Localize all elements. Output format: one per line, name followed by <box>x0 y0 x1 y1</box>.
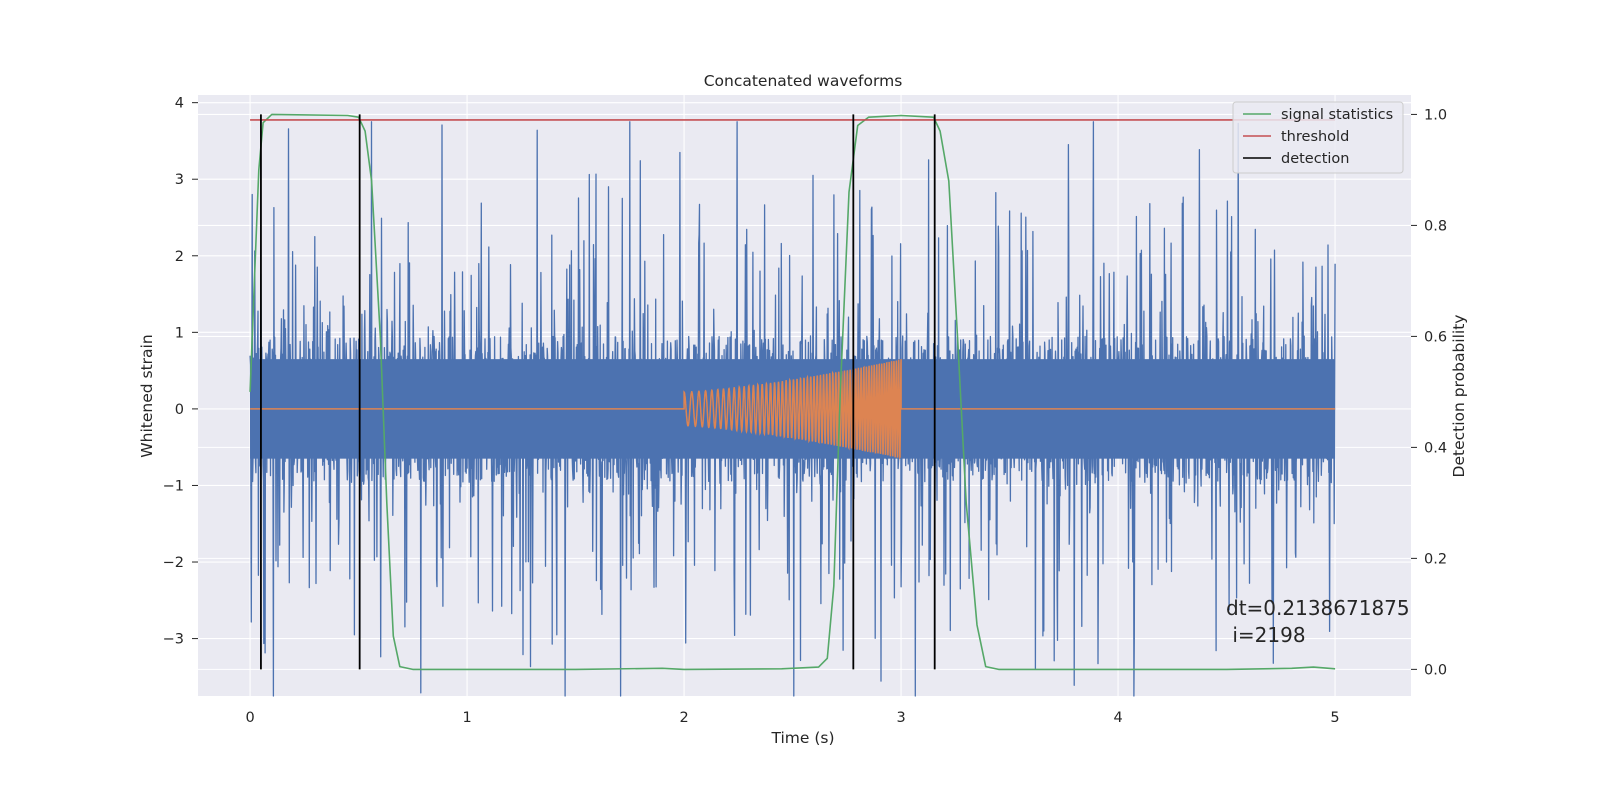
y-tick-label: −3 <box>163 632 184 648</box>
annotation-index: i=2198 <box>1226 623 1306 647</box>
y-axis-ticks: −3 −2 −1 0 1 2 3 4 <box>163 96 198 648</box>
y2-axis-ticks: 0.0 0.2 0.4 0.6 0.8 1.0 <box>1411 107 1447 678</box>
annotation-dt: dt=0.2138671875 <box>1226 596 1410 620</box>
legend-box <box>1232 101 1404 174</box>
x-tick-label: 3 <box>896 710 905 726</box>
y2-tick-label: 0.2 <box>1424 551 1447 567</box>
legend-label-signal-statistics: signal statistics <box>1281 107 1393 123</box>
y2-tick-label: 0.6 <box>1424 329 1447 345</box>
chirp-series <box>250 359 1336 460</box>
detection-series <box>260 114 936 670</box>
y-tick-label: −1 <box>163 478 184 494</box>
x-axis-label: Time (s) <box>770 729 834 747</box>
y2-axis-label: Detection probability <box>1450 315 1468 478</box>
y-tick-label: 2 <box>175 249 184 265</box>
x-tick-label: 5 <box>1330 710 1339 726</box>
legend-label-detection: detection <box>1281 151 1349 167</box>
legend: signal statistics threshold detection <box>1232 101 1404 174</box>
x-tick-label: 0 <box>245 710 254 726</box>
x-tick-label: 2 <box>679 710 688 726</box>
y-tick-label: 0 <box>175 402 184 418</box>
y-tick-label: 3 <box>175 172 184 188</box>
y-tick-label: 4 <box>175 96 184 112</box>
chart-title: Concatenated waveforms <box>704 72 903 90</box>
x-tick-label: 4 <box>1113 710 1122 726</box>
y2-tick-label: 0.8 <box>1424 218 1447 234</box>
y2-tick-label: 0.0 <box>1424 662 1447 678</box>
x-axis-ticks: 0 1 2 3 4 5 <box>245 710 1339 726</box>
y-axis-label: Whitened strain <box>138 334 156 457</box>
y-tick-label: 1 <box>175 325 184 341</box>
x-tick-label: 1 <box>462 710 471 726</box>
legend-label-threshold: threshold <box>1281 129 1349 145</box>
chirp-line <box>250 359 1336 460</box>
y-tick-label: −2 <box>163 555 184 571</box>
y2-tick-label: 1.0 <box>1424 107 1447 123</box>
y2-tick-label: 0.4 <box>1424 440 1447 456</box>
